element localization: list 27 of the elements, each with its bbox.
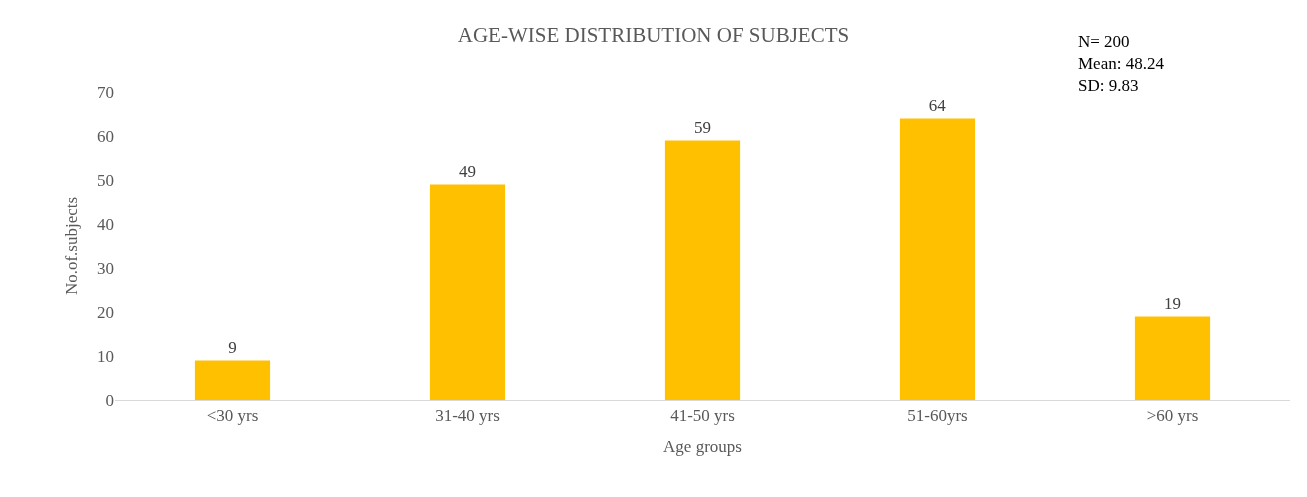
- data-label: 59: [694, 118, 711, 138]
- chart-title: AGE-WISE DISTRIBUTION OF SUBJECTS: [457, 23, 850, 48]
- y-tick-label: 30: [97, 258, 114, 278]
- y-tick-label: 20: [97, 302, 114, 322]
- data-label: 64: [928, 96, 947, 116]
- bar: [429, 184, 506, 400]
- bar: [194, 360, 271, 400]
- x-tick-label: 41-50 yrs: [670, 406, 735, 426]
- y-tick-label: 50: [97, 170, 114, 190]
- x-tick-label: >60 yrs: [1146, 406, 1199, 426]
- data-label: 9: [228, 338, 237, 358]
- y-axis-title: No.of.subjects: [61, 196, 81, 296]
- x-tick-label: 51-60yrs: [907, 406, 968, 426]
- y-tick-label: 10: [97, 346, 114, 366]
- annotation: N= 200 Mean: 48.24 SD: 9.83: [1078, 32, 1165, 96]
- y-tick-label: 60: [97, 126, 114, 146]
- x-axis-title: Age groups: [663, 436, 742, 456]
- y-tick-label: 70: [97, 82, 114, 102]
- data-label: 19: [1164, 294, 1181, 314]
- x-tick-label: <30 yrs: [206, 406, 259, 426]
- y-tick-label: 0: [105, 390, 114, 410]
- data-label: 49: [459, 162, 476, 182]
- bar: [899, 118, 976, 400]
- y-tick-label: 40: [97, 214, 114, 234]
- x-tick-label: 31-40 yrs: [435, 406, 500, 426]
- bar: [1134, 316, 1211, 400]
- bar: [664, 140, 741, 400]
